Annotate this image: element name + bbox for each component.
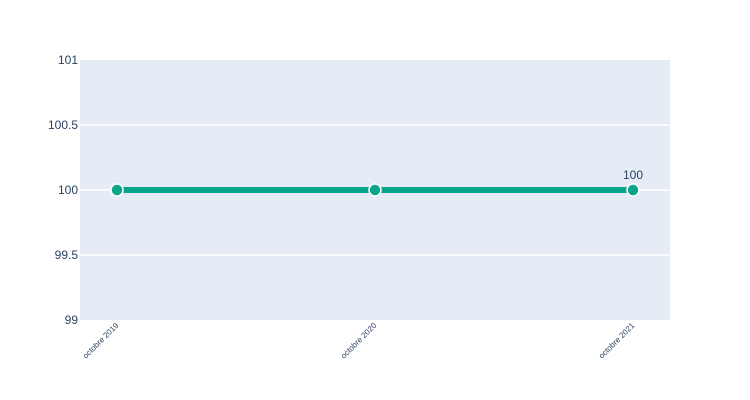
x-tick-label: octobre 2020	[339, 321, 379, 361]
data-label: 100	[623, 168, 643, 182]
y-tick-label: 100.5	[48, 118, 78, 132]
data-point	[626, 183, 640, 197]
data-labels: 100	[623, 168, 643, 182]
y-tick-label: 100	[58, 183, 78, 197]
y-tick-label: 99.5	[55, 248, 79, 262]
x-axis-ticks: octobre 2019 octobre 2020 octobre 2021	[81, 321, 637, 361]
y-tick-label: 99	[65, 313, 79, 327]
x-tick-label: octobre 2019	[81, 321, 121, 361]
data-point	[368, 183, 382, 197]
data-point	[110, 183, 124, 197]
y-tick-label: 101	[58, 53, 78, 67]
x-tick-label: octobre 2021	[597, 321, 637, 361]
y-axis-ticks: 99 99.5 100 100.5 101	[48, 53, 78, 327]
series	[110, 183, 640, 197]
